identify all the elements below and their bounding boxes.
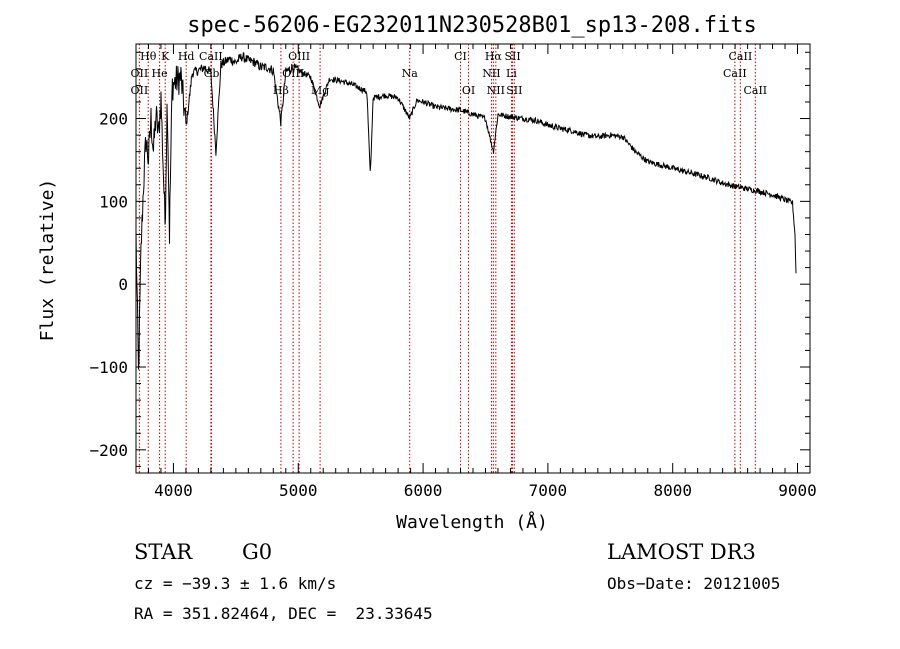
line-marker-label: Hd [178,50,195,63]
x-tick-label: 7000 [529,481,568,500]
line-marker-label: OII [131,67,149,80]
line-marker-label: Na [402,67,419,80]
line-marker-label: CaII [729,50,753,63]
x-axis-label: Wavelength (Å) [396,511,548,533]
plot-frame [135,43,811,474]
line-marker-label: NII [482,67,500,80]
survey-name: LAMOST DR3 [607,540,756,564]
y-tick-label: 0 [118,275,128,294]
spectrum-line [135,52,797,370]
x-tick-label: 5000 [279,481,318,500]
y-tick-label: −100 [89,358,128,377]
line-marker-label: OI [462,84,475,97]
y-tick-label: 100 [99,192,128,211]
axis-ticks: 4000 5000 6000 7000 8000 9000 −200 −100 0 100 200 [89,44,817,500]
line-marker-label: Hθ [140,50,157,63]
line-marker-label: NII [487,84,505,97]
y-tick-label: 200 [99,110,128,129]
line-marker-label: SII [506,84,522,97]
x-tick-label: 4000 [154,481,193,500]
x-tick-label: 6000 [404,481,443,500]
x-tick-label: 8000 [653,481,692,500]
line-marker-label: SII [504,50,520,63]
observation-date: Obs−Date: 20121005 [607,574,781,593]
y-tick-label: −200 [89,441,128,460]
line-marker-label: OIII [288,50,310,63]
line-marker-label: He [152,67,168,80]
x-tick-label: 9000 [778,481,817,500]
line-marker-label: Hα [485,50,503,63]
chart-title: spec-56206-EG232011N230528B01_sp13-208.f… [187,13,757,38]
line-marker-label: CaII [743,84,767,97]
line-marker-label: CI [454,50,467,63]
object-class: STAR [134,540,193,564]
redshift-cz: cz = −39.3 ± 1.6 km/s [134,574,337,593]
object-subclass: G0 [242,540,273,564]
line-marker-label: K [161,50,170,63]
line-marker-label: Li [506,67,517,80]
line-marker-label: OII [131,84,149,97]
line-marker-label: CaII [723,67,747,80]
y-axis-label: Flux (relative) [37,179,58,342]
line-marker-label: CaII [199,50,223,63]
line-markers [138,44,756,473]
coordinates: RA = 351.82464, DEC = 23.33645 [134,604,433,623]
